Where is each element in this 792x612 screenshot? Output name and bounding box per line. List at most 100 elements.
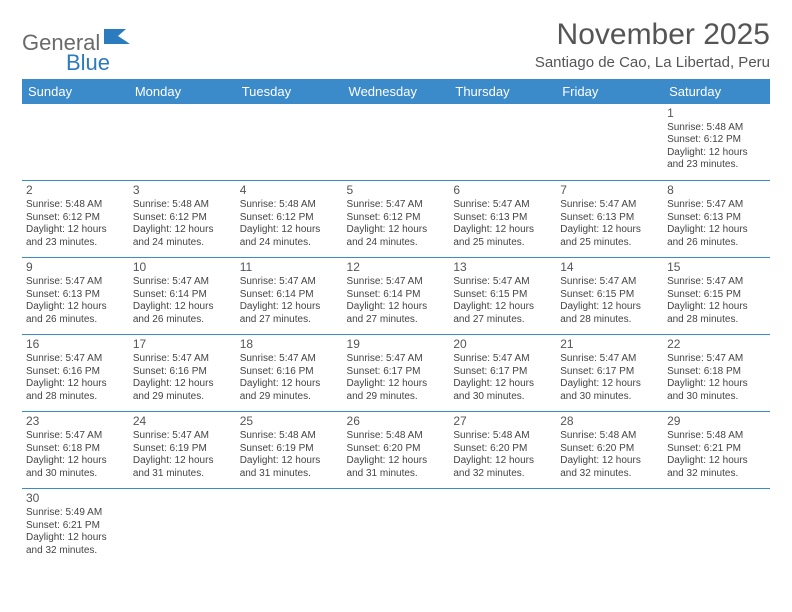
flag-icon xyxy=(104,26,130,44)
calendar-cell-empty xyxy=(663,489,770,566)
day-number: 12 xyxy=(347,260,446,275)
weekday-header: Friday xyxy=(556,79,663,104)
calendar-cell: 29Sunrise: 5:48 AMSunset: 6:21 PMDayligh… xyxy=(663,412,770,489)
day-number: 29 xyxy=(667,414,766,429)
sunset-line: Sunset: 6:13 PM xyxy=(667,212,766,225)
sunrise-line: Sunrise: 5:48 AM xyxy=(453,430,552,443)
calendar-cell: 30Sunrise: 5:49 AMSunset: 6:21 PMDayligh… xyxy=(22,489,129,566)
calendar-cell-empty xyxy=(343,104,450,181)
calendar-cell: 28Sunrise: 5:48 AMSunset: 6:20 PMDayligh… xyxy=(556,412,663,489)
weekday-header: Thursday xyxy=(449,79,556,104)
daylight-line: Daylight: 12 hours and 26 minutes. xyxy=(26,301,125,326)
sunrise-line: Sunrise: 5:47 AM xyxy=(453,276,552,289)
sunset-line: Sunset: 6:19 PM xyxy=(133,443,232,456)
sunset-line: Sunset: 6:17 PM xyxy=(347,366,446,379)
daylight-line: Daylight: 12 hours and 27 minutes. xyxy=(453,301,552,326)
sunset-line: Sunset: 6:20 PM xyxy=(453,443,552,456)
weekday-header: Wednesday xyxy=(343,79,450,104)
calendar-cell: 24Sunrise: 5:47 AMSunset: 6:19 PMDayligh… xyxy=(129,412,236,489)
sunset-line: Sunset: 6:13 PM xyxy=(453,212,552,225)
title-month: November 2025 xyxy=(535,18,770,52)
calendar-cell: 7Sunrise: 5:47 AMSunset: 6:13 PMDaylight… xyxy=(556,181,663,258)
sunset-line: Sunset: 6:16 PM xyxy=(26,366,125,379)
daylight-line: Daylight: 12 hours and 24 minutes. xyxy=(240,224,339,249)
calendar-body: 1Sunrise: 5:48 AMSunset: 6:12 PMDaylight… xyxy=(22,104,770,566)
sunrise-line: Sunrise: 5:48 AM xyxy=(667,430,766,443)
calendar-row: 30Sunrise: 5:49 AMSunset: 6:21 PMDayligh… xyxy=(22,489,770,566)
daylight-line: Daylight: 12 hours and 30 minutes. xyxy=(560,378,659,403)
daylight-line: Daylight: 12 hours and 24 minutes. xyxy=(133,224,232,249)
calendar-cell: 3Sunrise: 5:48 AMSunset: 6:12 PMDaylight… xyxy=(129,181,236,258)
sunrise-line: Sunrise: 5:47 AM xyxy=(667,199,766,212)
day-number: 4 xyxy=(240,183,339,198)
daylight-line: Daylight: 12 hours and 24 minutes. xyxy=(347,224,446,249)
calendar-cell: 18Sunrise: 5:47 AMSunset: 6:16 PMDayligh… xyxy=(236,335,343,412)
sunrise-line: Sunrise: 5:47 AM xyxy=(347,276,446,289)
calendar-row: 23Sunrise: 5:47 AMSunset: 6:18 PMDayligh… xyxy=(22,412,770,489)
sunset-line: Sunset: 6:12 PM xyxy=(347,212,446,225)
day-number: 9 xyxy=(26,260,125,275)
daylight-line: Daylight: 12 hours and 27 minutes. xyxy=(240,301,339,326)
calendar-cell: 25Sunrise: 5:48 AMSunset: 6:19 PMDayligh… xyxy=(236,412,343,489)
calendar-cell-empty xyxy=(556,104,663,181)
weekday-header: Saturday xyxy=(663,79,770,104)
sunrise-line: Sunrise: 5:47 AM xyxy=(26,353,125,366)
sunrise-line: Sunrise: 5:47 AM xyxy=(26,276,125,289)
calendar-cell: 13Sunrise: 5:47 AMSunset: 6:15 PMDayligh… xyxy=(449,258,556,335)
day-number: 28 xyxy=(560,414,659,429)
calendar-row: 9Sunrise: 5:47 AMSunset: 6:13 PMDaylight… xyxy=(22,258,770,335)
day-number: 3 xyxy=(133,183,232,198)
daylight-line: Daylight: 12 hours and 28 minutes. xyxy=(667,301,766,326)
sunset-line: Sunset: 6:12 PM xyxy=(667,134,766,147)
sunrise-line: Sunrise: 5:47 AM xyxy=(133,276,232,289)
daylight-line: Daylight: 12 hours and 32 minutes. xyxy=(667,455,766,480)
sunrise-line: Sunrise: 5:47 AM xyxy=(347,353,446,366)
sunset-line: Sunset: 6:21 PM xyxy=(26,520,125,533)
calendar-cell-empty xyxy=(129,489,236,566)
day-number: 19 xyxy=(347,337,446,352)
sunrise-line: Sunrise: 5:48 AM xyxy=(240,430,339,443)
calendar-cell: 15Sunrise: 5:47 AMSunset: 6:15 PMDayligh… xyxy=(663,258,770,335)
weekday-header: Tuesday xyxy=(236,79,343,104)
sunrise-line: Sunrise: 5:47 AM xyxy=(133,353,232,366)
sunrise-line: Sunrise: 5:48 AM xyxy=(347,430,446,443)
day-number: 25 xyxy=(240,414,339,429)
calendar-cell: 6Sunrise: 5:47 AMSunset: 6:13 PMDaylight… xyxy=(449,181,556,258)
calendar-cell: 21Sunrise: 5:47 AMSunset: 6:17 PMDayligh… xyxy=(556,335,663,412)
calendar-table: SundayMondayTuesdayWednesdayThursdayFrid… xyxy=(22,79,770,566)
daylight-line: Daylight: 12 hours and 26 minutes. xyxy=(667,224,766,249)
sunset-line: Sunset: 6:14 PM xyxy=(347,289,446,302)
sunrise-line: Sunrise: 5:48 AM xyxy=(133,199,232,212)
calendar-cell: 1Sunrise: 5:48 AMSunset: 6:12 PMDaylight… xyxy=(663,104,770,181)
day-number: 7 xyxy=(560,183,659,198)
day-number: 30 xyxy=(26,491,125,506)
sunset-line: Sunset: 6:12 PM xyxy=(26,212,125,225)
daylight-line: Daylight: 12 hours and 27 minutes. xyxy=(347,301,446,326)
weekday-header: Sunday xyxy=(22,79,129,104)
day-number: 5 xyxy=(347,183,446,198)
daylight-line: Daylight: 12 hours and 32 minutes. xyxy=(453,455,552,480)
sunset-line: Sunset: 6:16 PM xyxy=(133,366,232,379)
calendar-cell-empty xyxy=(556,489,663,566)
sunset-line: Sunset: 6:14 PM xyxy=(133,289,232,302)
daylight-line: Daylight: 12 hours and 30 minutes. xyxy=(453,378,552,403)
calendar-cell: 23Sunrise: 5:47 AMSunset: 6:18 PMDayligh… xyxy=(22,412,129,489)
sunset-line: Sunset: 6:13 PM xyxy=(560,212,659,225)
calendar-cell: 2Sunrise: 5:48 AMSunset: 6:12 PMDaylight… xyxy=(22,181,129,258)
day-number: 22 xyxy=(667,337,766,352)
sunrise-line: Sunrise: 5:47 AM xyxy=(347,199,446,212)
calendar-page: General Blue November 2025 Santiago de C… xyxy=(0,0,792,566)
calendar-row: 2Sunrise: 5:48 AMSunset: 6:12 PMDaylight… xyxy=(22,181,770,258)
day-number: 23 xyxy=(26,414,125,429)
sunset-line: Sunset: 6:13 PM xyxy=(26,289,125,302)
sunset-line: Sunset: 6:17 PM xyxy=(560,366,659,379)
daylight-line: Daylight: 12 hours and 25 minutes. xyxy=(453,224,552,249)
sunrise-line: Sunrise: 5:47 AM xyxy=(667,276,766,289)
calendar-cell-empty xyxy=(236,489,343,566)
calendar-cell: 20Sunrise: 5:47 AMSunset: 6:17 PMDayligh… xyxy=(449,335,556,412)
daylight-line: Daylight: 12 hours and 28 minutes. xyxy=(560,301,659,326)
sunrise-line: Sunrise: 5:47 AM xyxy=(453,353,552,366)
calendar-cell: 5Sunrise: 5:47 AMSunset: 6:12 PMDaylight… xyxy=(343,181,450,258)
sunrise-line: Sunrise: 5:49 AM xyxy=(26,507,125,520)
day-number: 21 xyxy=(560,337,659,352)
